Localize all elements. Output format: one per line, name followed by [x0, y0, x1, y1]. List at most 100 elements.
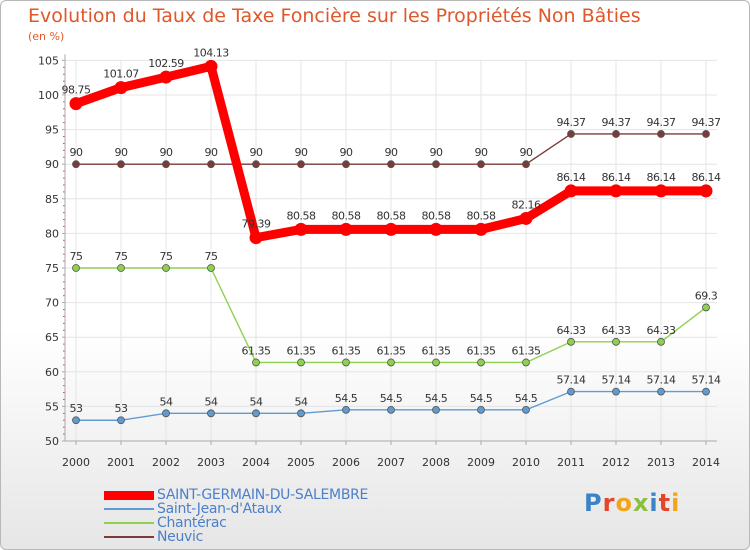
data-point-saint-germain-du-salembre	[340, 223, 353, 236]
data-point-neuvic	[568, 130, 575, 137]
data-point-saint-jean-d-ataux	[433, 406, 440, 413]
data-label-neuvic: 90	[160, 146, 173, 159]
data-label-saint-germain-du-salembre: 86.14	[602, 171, 631, 184]
logo-letter: t	[659, 489, 671, 517]
data-point-saint-jean-d-ataux	[163, 410, 170, 417]
line-chart: 505560657075808590951001052000 2001 2002 20…	[1, 1, 749, 549]
data-point-saint-germain-du-salembre	[475, 223, 488, 236]
y-tick-label: 65	[45, 331, 59, 344]
y-tick-label: 50	[45, 435, 59, 448]
x-tick-label: 2001	[107, 456, 135, 469]
data-label-chant-rac: 61.35	[242, 344, 271, 357]
data-label-neuvic: 90	[115, 146, 128, 159]
x-tick-label: 2000	[62, 456, 90, 469]
data-label-saint-germain-du-salembre: 80.58	[422, 209, 451, 222]
data-point-chant-rac	[388, 359, 395, 366]
data-label-saint-jean-d-ataux: 54.5	[515, 392, 538, 405]
data-label-saint-germain-du-salembre: 80.58	[467, 209, 496, 222]
data-label-chant-rac: 75	[70, 250, 83, 263]
logo-letter: P	[584, 489, 603, 517]
data-point-chant-rac	[433, 359, 440, 366]
data-point-neuvic	[433, 161, 440, 168]
y-tick-label: 95	[45, 124, 59, 137]
data-label-saint-jean-d-ataux: 57.14	[557, 374, 586, 387]
data-label-saint-jean-d-ataux: 57.14	[692, 374, 721, 387]
y-tick-label: 100	[38, 89, 59, 102]
y-tick-label: 75	[45, 262, 59, 275]
data-label-chant-rac: 61.35	[422, 344, 451, 357]
data-point-chant-rac	[658, 338, 665, 345]
data-label-saint-germain-du-salembre: 104.13	[193, 46, 229, 59]
logo-letter: x	[633, 489, 649, 517]
data-label-chant-rac: 64.33	[602, 324, 631, 337]
data-label-chant-rac: 61.35	[287, 344, 316, 357]
legend-swatch	[104, 491, 154, 500]
data-point-saint-jean-d-ataux	[253, 410, 260, 417]
legend-swatch	[104, 536, 154, 538]
data-label-saint-jean-d-ataux: 54.5	[425, 392, 448, 405]
data-label-chant-rac: 61.35	[467, 344, 496, 357]
data-label-saint-jean-d-ataux: 53	[115, 402, 128, 415]
x-tick-label: 2012	[602, 456, 630, 469]
x-tick-label: 2007	[377, 456, 405, 469]
y-tick-label: 85	[45, 193, 59, 206]
x-tick-label: 2014	[692, 456, 720, 469]
data-point-saint-jean-d-ataux	[523, 406, 530, 413]
data-point-saint-jean-d-ataux	[298, 410, 305, 417]
y-tick-label: 55	[45, 400, 59, 413]
data-point-saint-germain-du-salembre	[520, 212, 533, 225]
data-label-neuvic: 94.37	[602, 116, 631, 129]
data-point-saint-germain-du-salembre	[70, 97, 83, 110]
data-label-chant-rac: 75	[160, 250, 173, 263]
data-label-saint-germain-du-salembre: 101.07	[103, 68, 139, 81]
x-tick-label: 2009	[467, 456, 495, 469]
data-label-saint-germain-du-salembre: 80.58	[377, 209, 406, 222]
data-label-chant-rac: 75	[115, 250, 128, 263]
data-label-chant-rac: 61.35	[332, 344, 361, 357]
data-point-neuvic	[73, 161, 80, 168]
data-point-chant-rac	[208, 265, 215, 272]
data-point-saint-germain-du-salembre	[610, 184, 623, 197]
data-point-neuvic	[523, 161, 530, 168]
data-label-saint-germain-du-salembre: 98.75	[62, 84, 91, 97]
x-tick-label: 2002	[152, 456, 180, 469]
data-point-saint-jean-d-ataux	[343, 406, 350, 413]
logo-letter: r	[603, 489, 616, 517]
data-point-saint-germain-du-salembre	[295, 223, 308, 236]
data-label-chant-rac: 64.33	[557, 324, 586, 337]
data-label-neuvic: 90	[250, 146, 263, 159]
data-label-neuvic: 90	[340, 146, 353, 159]
data-label-chant-rac: 69.3	[695, 289, 718, 302]
data-point-saint-jean-d-ataux	[208, 410, 215, 417]
legend-item: Chantérac	[104, 516, 227, 530]
data-label-neuvic: 90	[430, 146, 443, 159]
data-label-saint-jean-d-ataux: 54	[160, 395, 173, 408]
x-tick-label: 2005	[287, 456, 315, 469]
data-point-chant-rac	[568, 338, 575, 345]
legend-label: Neuvic	[157, 529, 203, 545]
data-label-neuvic: 90	[520, 146, 533, 159]
data-label-saint-jean-d-ataux: 54	[295, 395, 308, 408]
data-point-saint-germain-du-salembre	[205, 60, 218, 73]
data-label-neuvic: 94.37	[647, 116, 676, 129]
data-label-neuvic: 90	[475, 146, 488, 159]
data-label-chant-rac: 64.33	[647, 324, 676, 337]
data-label-saint-jean-d-ataux: 54	[205, 395, 218, 408]
data-label-saint-jean-d-ataux: 57.14	[602, 374, 631, 387]
data-label-chant-rac: 61.35	[512, 344, 541, 357]
data-point-saint-germain-du-salembre	[700, 184, 713, 197]
data-point-saint-germain-du-salembre	[250, 231, 263, 244]
data-label-neuvic: 94.37	[692, 116, 721, 129]
data-point-neuvic	[388, 161, 395, 168]
data-label-saint-germain-du-salembre: 86.14	[557, 171, 586, 184]
data-point-saint-jean-d-ataux	[478, 406, 485, 413]
x-tick-label: 2008	[422, 456, 450, 469]
y-tick-label: 70	[45, 297, 59, 310]
data-label-saint-germain-du-salembre: 86.14	[647, 171, 676, 184]
data-point-saint-jean-d-ataux	[658, 388, 665, 395]
x-tick-label: 2004	[242, 456, 270, 469]
data-point-saint-germain-du-salembre	[115, 81, 128, 94]
data-point-saint-jean-d-ataux	[568, 388, 575, 395]
data-point-neuvic	[208, 161, 215, 168]
data-label-chant-rac: 75	[205, 250, 218, 263]
